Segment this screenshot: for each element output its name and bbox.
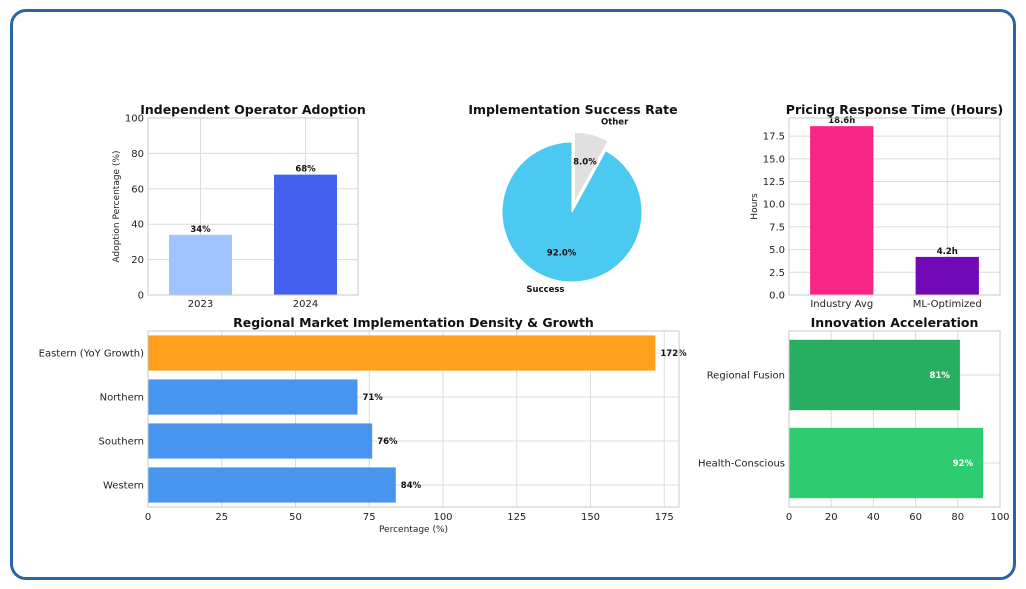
adoption-xtick: 2024	[293, 299, 318, 310]
success-data-label: 8.0%	[573, 158, 597, 168]
pricing-ytick: 12.5	[763, 177, 785, 188]
regional-ytick: Southern	[99, 437, 145, 448]
adoption-chart: 0 20 40 60 80 100 34% 2023 68% 2024 Independent Op…	[112, 102, 366, 310]
regional-bar	[148, 423, 373, 459]
regional-bar	[148, 379, 358, 415]
pricing-ytick: 7.5	[769, 222, 785, 233]
regional-ytick: Eastern (YoY Growth)	[39, 349, 144, 360]
adoption-ytick: 100	[125, 114, 144, 125]
adoption-plot-frame	[147, 117, 359, 296]
innovation-chart: 0 20 40 60 80 100 81% Regional Fusion 92% Health-…	[698, 315, 1010, 523]
innovation-title: Innovation Acceleration	[811, 315, 979, 330]
pricing-ytick: 17.5	[763, 132, 785, 143]
adoption-data-label: 34%	[190, 225, 211, 235]
adoption-ytick: 40	[131, 220, 144, 231]
regional-xtick: 50	[289, 512, 302, 523]
adoption-data-label: 68%	[295, 165, 316, 175]
innovation-xtick: 0	[786, 512, 792, 523]
pricing-xtick: ML-Optimized	[913, 299, 982, 310]
regional-xtick: 100	[433, 512, 452, 523]
pricing-ytick: 5.0	[769, 245, 785, 256]
innovation-xtick: 100	[990, 512, 1009, 523]
adoption-bar	[169, 234, 232, 295]
adoption-ytick: 80	[131, 149, 144, 160]
pricing-ytick: 2.5	[769, 268, 785, 279]
regional-data-label: 84%	[401, 481, 422, 491]
pricing-data-label: 18.6h	[828, 116, 855, 126]
pricing-ytick: 10.0	[763, 200, 785, 211]
regional-bar	[148, 467, 396, 503]
innovation-xtick: 20	[825, 512, 838, 523]
regional-xtick: 150	[581, 512, 600, 523]
innovation-bar	[789, 427, 984, 499]
pricing-ytick: 15.0	[763, 154, 785, 165]
success-slice	[573, 131, 609, 203]
innovation-xtick: 40	[867, 512, 880, 523]
adoption-ylabel: Adoption Percentage (%)	[112, 150, 122, 262]
regional-chart: 0 25 50 75 100 125 150 175 172% Eastern (YoY Grow…	[39, 315, 688, 535]
success-slice	[501, 141, 643, 283]
regional-xtick: 0	[145, 512, 151, 523]
regional-xtick: 25	[215, 512, 228, 523]
success-data-label: 92.0%	[547, 249, 577, 259]
regional-xtick: 175	[655, 512, 674, 523]
innovation-xtick: 60	[909, 512, 922, 523]
regional-ytick: Northern	[100, 393, 144, 404]
regional-ytick: Western	[103, 481, 144, 492]
innovation-data-label: 81%	[930, 371, 951, 381]
regional-plot-frame	[147, 330, 680, 508]
pricing-ytick: 0.0	[769, 291, 785, 302]
innovation-ytick: Regional Fusion	[707, 371, 785, 382]
adoption-ytick: 60	[131, 184, 144, 195]
adoption-ytick: 20	[131, 255, 144, 266]
adoption-bar	[274, 174, 337, 295]
success-title: Implementation Success Rate	[468, 102, 677, 117]
pricing-bar	[810, 126, 874, 296]
regional-xtick: 125	[507, 512, 526, 523]
innovation-bar	[789, 339, 960, 411]
regional-data-label: 76%	[377, 437, 398, 447]
pricing-ylabel: Hours	[750, 193, 760, 220]
innovation-data-label: 92%	[953, 459, 974, 469]
regional-title: Regional Market Implementation Density &…	[233, 315, 594, 330]
success-label: Success	[526, 285, 564, 295]
adoption-ytick: 0	[138, 291, 144, 302]
pricing-plot-frame	[788, 117, 1001, 296]
adoption-title: Independent Operator Adoption	[140, 102, 366, 117]
regional-data-label: 172%	[660, 349, 687, 359]
success-label: Other	[601, 117, 629, 127]
pricing-title: Pricing Response Time (Hours)	[786, 102, 1003, 117]
pricing-xtick: Industry Avg	[810, 299, 873, 310]
pricing-chart: 0.0 2.5 5.0 7.5 10.0 12.5 15.0 17.5 18.6h Industr…	[750, 102, 1003, 310]
innovation-xtick: 80	[951, 512, 964, 523]
innovation-ytick: Health-Conscious	[698, 459, 785, 470]
regional-xtick: 75	[363, 512, 376, 523]
regional-data-label: 71%	[362, 393, 383, 403]
regional-bar	[148, 335, 656, 371]
pricing-data-label: 4.2h	[937, 247, 958, 257]
adoption-xtick: 2023	[188, 299, 213, 310]
regional-xlabel: Percentage (%)	[379, 525, 448, 535]
innovation-plot-frame	[788, 330, 1001, 508]
pricing-bar	[915, 256, 979, 295]
